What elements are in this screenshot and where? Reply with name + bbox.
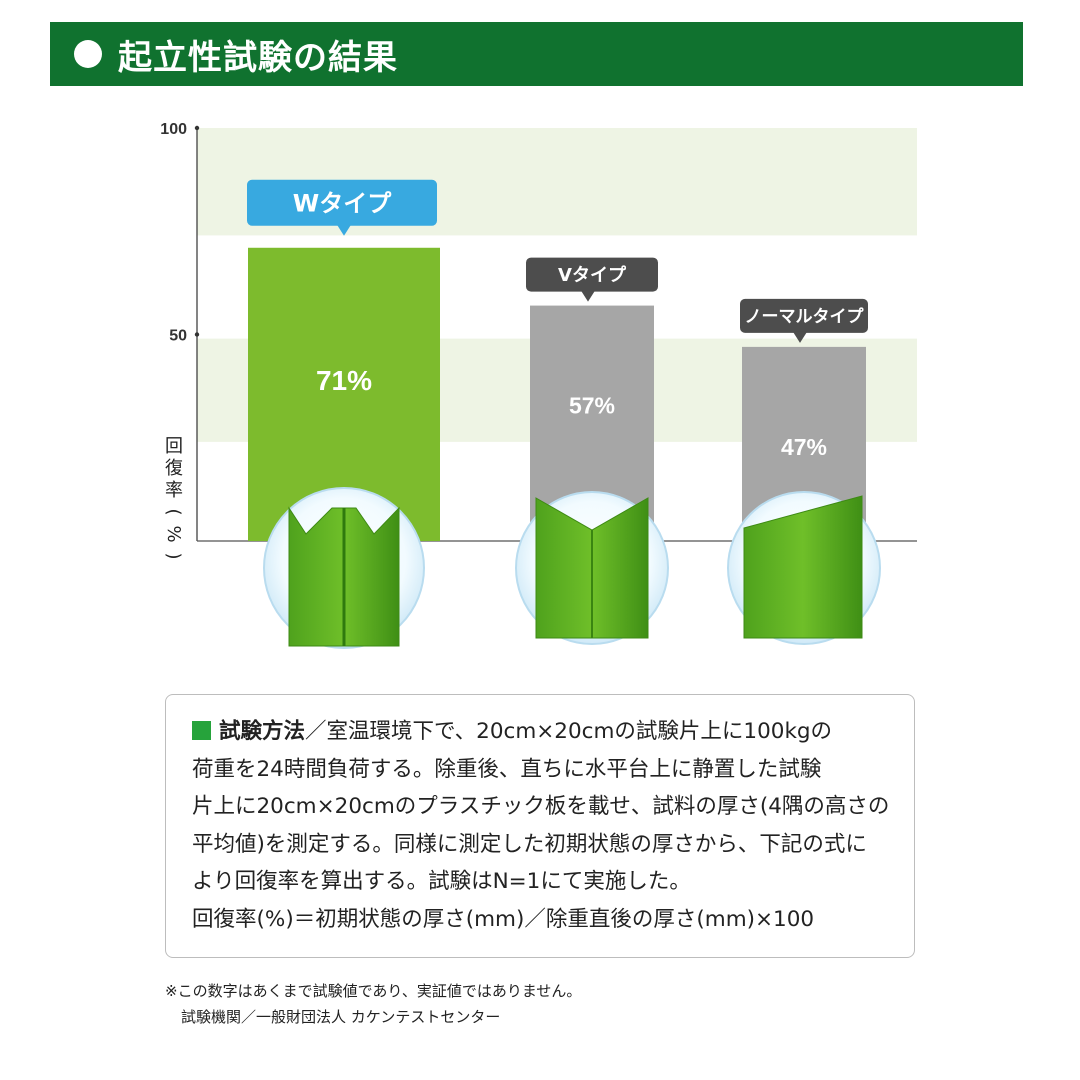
tag-pointer	[581, 290, 595, 302]
test-institution: 試験機関／一般財団法人 カケンテストセンター	[181, 1008, 501, 1026]
bar-value-label: 71%	[316, 365, 372, 396]
method-label: 試験方法	[219, 719, 306, 744]
y-axis-label-char: 率	[165, 480, 183, 501]
category-label: Vタイプ	[558, 264, 627, 286]
y-axis-label-char: 復	[165, 458, 183, 479]
y-axis-label-char: )	[163, 552, 184, 559]
bullet-icon	[74, 40, 102, 68]
y-tick-label: 50	[169, 328, 187, 345]
y-tick-label: 100	[160, 121, 187, 138]
disclaimer: ※この数字はあくまで試験値であり、実証値ではありません。	[165, 982, 582, 1000]
bar-value-label: 57%	[569, 393, 615, 419]
method-formula: 回復率(%)＝初期状態の厚さ(mm)／除重直後の厚さ(mm)×100	[192, 906, 815, 932]
test-method-box: 試験方法／室温環境下で、20cm×20cmの試験片上に100kgの 荷重を24時…	[165, 694, 915, 958]
y-tick-mark	[194, 332, 200, 337]
method-line: 試験方法／室温環境下で、20cm×20cmの試験片上に100kgの	[192, 713, 890, 751]
method-line: 荷重を24時間負荷する。除重後、直ちに水平台上に静置した試験	[192, 756, 822, 782]
y-tick-mark	[194, 125, 200, 131]
profile-shape	[743, 495, 863, 639]
y-axis-label-char: 回	[165, 436, 183, 457]
bar-value-label: 47%	[781, 434, 827, 460]
category-label: Wタイプ	[293, 189, 392, 217]
y-axis-label-char: %	[163, 525, 184, 542]
category-label: ノーマルタイプ	[745, 306, 865, 327]
category-tag	[740, 298, 868, 333]
green-square-icon	[192, 721, 211, 740]
section-header: 起立性試験の結果	[50, 22, 1023, 86]
category-tag	[526, 257, 658, 292]
method-line: 平均値)を測定する。同様に測定した初期状態の厚さから、下記の式に	[192, 831, 867, 857]
category-tag	[247, 179, 437, 226]
footnote: ※この数字はあくまで試験値であり、実証値ではありません。 試験機関／一般財団法人…	[165, 978, 581, 1030]
tag-pointer	[337, 224, 351, 236]
y-axis-label-char: (	[163, 508, 184, 515]
tag-pointer	[793, 331, 807, 343]
section-title: 起立性試験の結果	[118, 37, 398, 78]
method-line: 片上に20cm×20cmのプラスチック板を載せ、試料の厚さ(4隅の高さの	[192, 794, 890, 819]
method-text: ／室温環境下で、20cm×20cmの試験片上に100kgの	[305, 719, 833, 744]
method-line: より回復率を算出する。試験はN=1にて実施した。	[192, 869, 691, 894]
